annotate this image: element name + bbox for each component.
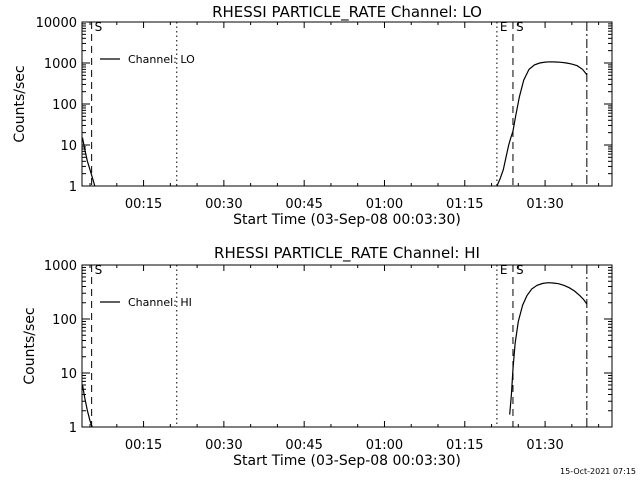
event-marker-label: S [516,20,524,34]
y-tick-label: 1000 [44,57,77,72]
event-marker-label: S [516,263,524,277]
y-axis-label: Counts/sec [12,65,28,142]
y-tick-label: 1 [69,421,77,436]
x-tick-label: 01:15 [446,197,483,212]
series-line [496,61,588,187]
x-tick-label: 00:45 [285,197,322,212]
y-tick-label: 1000 [44,259,77,274]
chart-title: RHESSI PARTICLE_RATE Channel: LO [212,3,482,22]
x-axis-label: Start Time (03-Sep-08 00:03:30) [233,453,461,469]
y-tick-label: 100 [52,313,77,328]
x-tick-label: 00:30 [205,197,242,212]
hi-channel-panel: RHESSI PARTICLE_RATE Channel: HI 00:15 00:… [22,244,613,469]
x-axis-label: Start Time (03-Sep-08 00:03:30) [233,212,461,228]
plot-frame [81,264,613,428]
chart-title: RHESSI PARTICLE_RATE Channel: HI [214,244,480,263]
y-tick-label: 10000 [36,16,77,31]
legend-label: Channel: HI [128,296,192,309]
x-tick-label: 01:30 [526,197,563,212]
y-tick-label: 100 [52,98,77,113]
x-tick-label: 00:30 [205,438,242,453]
legend-label: Channel: LO [128,53,195,66]
x-tick-label: 01:00 [366,438,403,453]
lo-channel-panel: RHESSI PARTICLE_RATE Channel: LO 00:15 00:… [12,3,613,228]
y-tick-label: 10 [60,139,77,154]
x-tick-label: 01:30 [526,438,563,453]
x-tick-label: 01:15 [446,438,483,453]
timestamp: 15-Oct-2021 07:15 [560,467,636,476]
event-marker-label: E [500,20,508,34]
x-tick-label: 00:45 [285,438,322,453]
event-marker-label: S [95,20,103,34]
x-tick-label: 01:00 [366,197,403,212]
y-tick-label: 10 [60,367,77,382]
event-marker-label: E [500,263,508,277]
y-tick-label: 1 [69,180,77,195]
series-line [81,137,96,187]
x-tick-label: 00:15 [125,197,162,212]
event-marker-label: S [95,263,103,277]
series-line [81,384,93,428]
x-tick-label: 00:15 [125,438,162,453]
y-axis-label: Counts/sec [22,307,38,384]
series-line [509,282,588,415]
